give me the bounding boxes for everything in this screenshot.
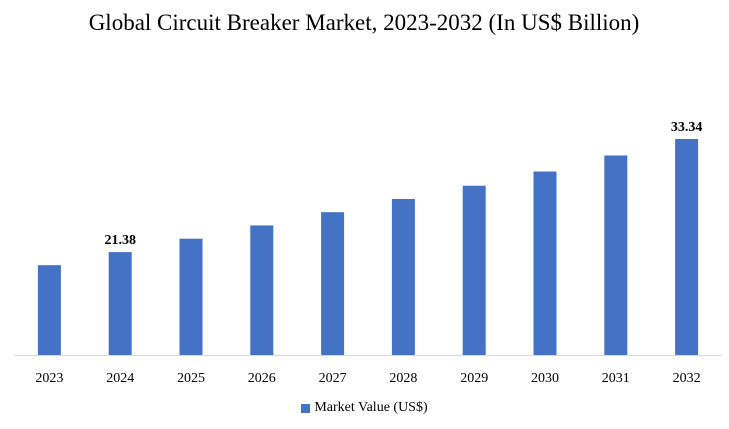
data-labels-group: 21.38 33.34 xyxy=(104,120,702,248)
x-tick-label-2032: 2032 xyxy=(673,371,701,386)
x-tick-label-2023: 2023 xyxy=(35,371,63,386)
bar-2025 xyxy=(179,238,203,355)
legend-label: Market Value (US$) xyxy=(314,400,428,415)
bar-2026 xyxy=(250,225,274,355)
x-tick-label-2031: 2031 xyxy=(602,371,630,386)
x-tick-label-2027: 2027 xyxy=(319,371,347,386)
x-tick-label-2025: 2025 xyxy=(177,371,205,386)
x-tick-labels-group: 2023 2024 2025 2026 2027 2028 2029 2030 2031 2032 xyxy=(35,371,700,386)
bar-2032 xyxy=(675,139,699,355)
data-label-2032: 33.34 xyxy=(671,120,703,135)
x-tick-label-2024: 2024 xyxy=(106,371,134,386)
bar-2023 xyxy=(37,265,61,355)
bar-2029 xyxy=(462,185,486,355)
bar-2030 xyxy=(533,171,557,355)
legend-swatch xyxy=(301,403,311,413)
x-tick-label-2028: 2028 xyxy=(389,371,417,386)
bar-2031 xyxy=(604,155,628,355)
bar-2028 xyxy=(391,198,415,355)
x-tick-label-2030: 2030 xyxy=(531,371,559,386)
bar-2027 xyxy=(321,212,345,355)
data-label-2024: 21.38 xyxy=(104,233,136,248)
legend: Market Value (US$) xyxy=(0,400,729,416)
bars-group xyxy=(37,139,699,355)
chart-title: Global Circuit Breaker Market, 2023-2032… xyxy=(88,10,640,35)
x-tick-label-2029: 2029 xyxy=(460,371,488,386)
bar-2024 xyxy=(108,252,132,355)
x-tick-label-2026: 2026 xyxy=(248,371,276,386)
